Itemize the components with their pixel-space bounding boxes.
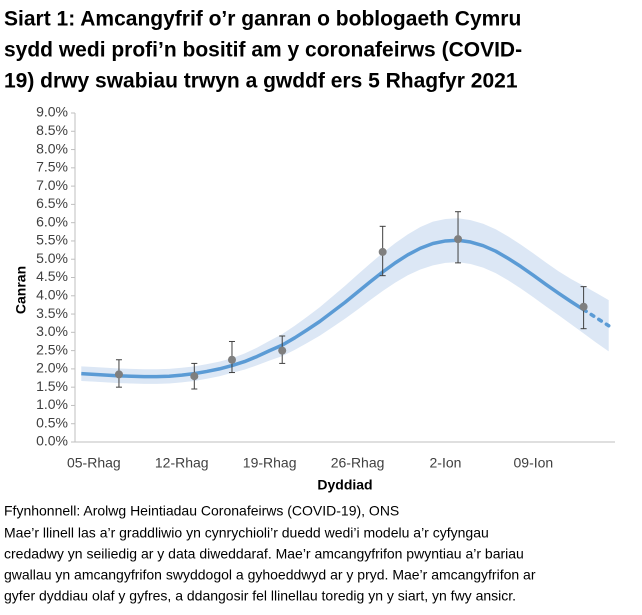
note: gwallau yn amcangyfrifon swyddogol a gyh… [4,567,536,583]
note: gyfer dyddiau olaf y gyfres, a ddangosir… [4,588,516,604]
y-tick-label: 5.5% [36,232,68,248]
note: credadwy yn seiliedig ar y data diweddar… [4,546,524,562]
x-tick-label: 12-Rhag [155,455,209,471]
point-estimate [278,346,287,355]
x-tick-label: 2-Ion [430,455,462,471]
point-estimate [579,302,588,311]
chart-title: Siart 1: Amcangyfrif o’r ganran o boblog… [4,8,521,31]
x-axis-title: Dyddiad [317,477,372,493]
y-tick-label: 3.5% [36,305,68,321]
x-tick-label: 09-Ion [514,455,554,471]
y-tick-label: 5.0% [36,250,68,266]
source: Ffynhonnell: Arolwg Heintiadau Coronafei… [4,503,399,519]
y-tick-label: 1.0% [36,396,68,412]
y-tick-label: 8.0% [36,140,68,156]
trend-line [81,238,585,379]
y-tick-label: 0.0% [36,433,68,449]
y-tick-label: 2.0% [36,360,68,376]
y-tick-label: 0.5% [36,414,68,430]
x-tick-label: 26-Rhag [331,455,385,471]
y-tick-label: 6.0% [36,213,68,229]
y-tick-label: 8.5% [36,122,68,138]
chart-title: 19) drwy swabiau trwyn a gwddf ers 5 Rha… [4,70,518,93]
point-estimate [454,235,463,244]
point-estimate [378,247,387,256]
point-estimate [227,355,236,364]
y-tick-label: 4.0% [36,286,68,302]
y-axis-title: Canran [13,266,29,314]
y-tick-label: 1.5% [36,378,68,394]
y-tick-label: 7.5% [36,159,68,175]
chart-title: sydd wedi profi’n bositif am y coronafei… [4,39,522,62]
y-tick-label: 4.5% [36,268,68,284]
point-estimate [114,370,123,379]
y-tick-label: 3.0% [36,323,68,339]
note: Mae’r llinell las a’r graddliwio yn cynr… [4,525,489,541]
y-tick-label: 9.0% [36,104,68,120]
x-tick-label: 19-Rhag [243,455,297,471]
y-tick-label: 7.0% [36,177,68,193]
y-tick-label: 6.5% [36,195,68,211]
x-tick-label: 05-Rhag [67,455,121,471]
point-estimate [190,372,199,381]
y-tick-label: 2.5% [36,341,68,357]
